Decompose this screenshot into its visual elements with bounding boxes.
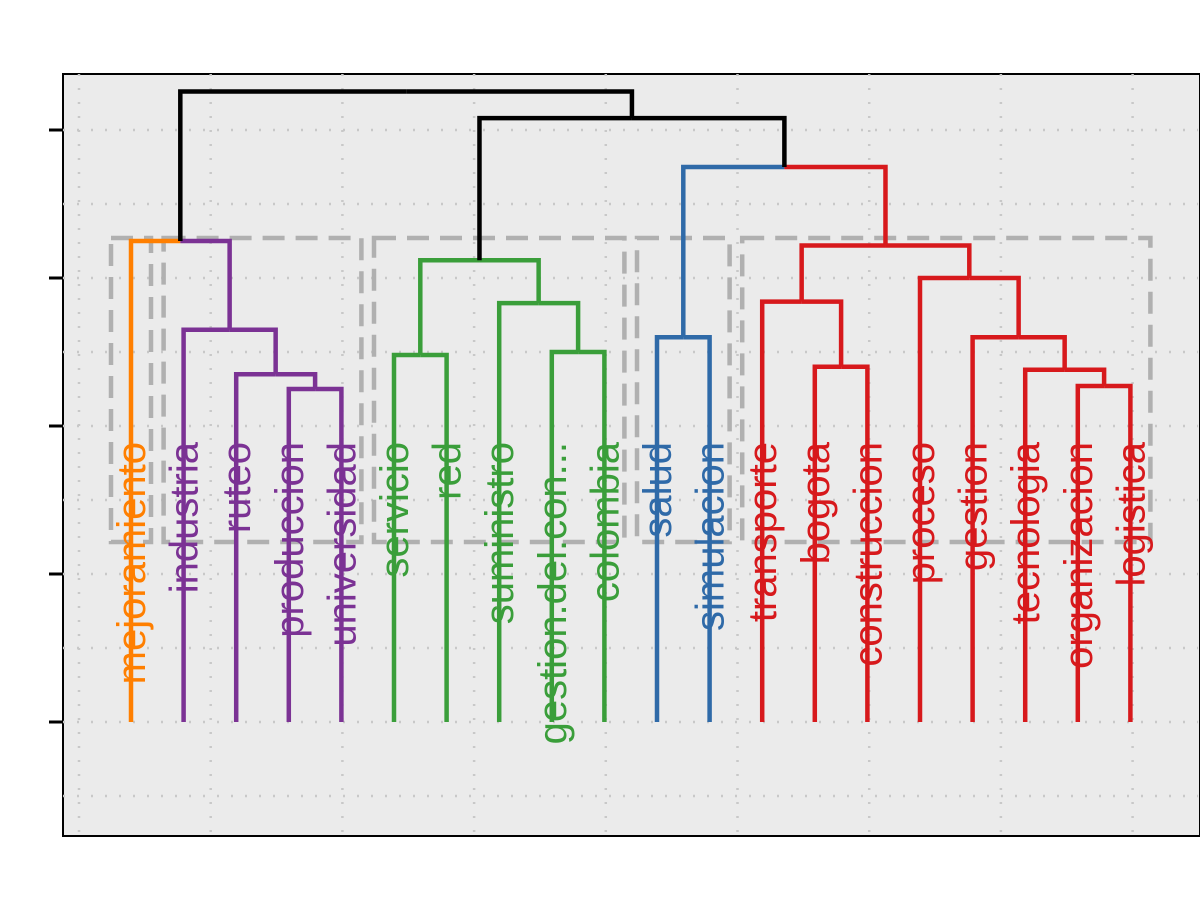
- cluster-rect: [739, 235, 1153, 545]
- leaf-label: organizacion: [1057, 442, 1101, 669]
- leaf-label: colombia: [583, 441, 627, 602]
- branch: [1075, 383, 1105, 722]
- branch: [759, 299, 802, 722]
- leaf-labels: mejoramiento industria ruteo produccion univ…: [110, 441, 1153, 744]
- leaf-label: servicio: [373, 442, 417, 578]
- leaf-label: suministro: [478, 442, 522, 624]
- leaf-label: simulacion: [689, 442, 733, 631]
- y-axis: [49, 128, 63, 724]
- branch: [841, 364, 870, 722]
- branch: [683, 334, 712, 722]
- branch: [969, 275, 1021, 338]
- leaf-label: logistica: [1109, 441, 1153, 586]
- branch: [1104, 383, 1133, 722]
- branch: [885, 243, 972, 278]
- branch: [275, 371, 318, 389]
- branch: [178, 89, 407, 241]
- branch: [233, 371, 276, 722]
- branch: [578, 349, 607, 722]
- plot-panel: [62, 73, 1200, 837]
- branch: [286, 386, 316, 722]
- branch: [812, 364, 842, 722]
- cluster-rect: [161, 235, 364, 545]
- branch: [654, 334, 684, 722]
- branch: [549, 349, 579, 722]
- leaf-label: proceso: [899, 442, 943, 584]
- branch: [801, 299, 844, 367]
- branch: [917, 275, 970, 722]
- leaf-label: red: [426, 442, 470, 500]
- branch: [479, 257, 541, 304]
- branch: [631, 115, 787, 167]
- branch: [1064, 367, 1107, 387]
- branch: [496, 300, 539, 722]
- branch: [970, 334, 1019, 722]
- leaf-label: industria: [163, 441, 207, 593]
- leaf-label: universidad: [320, 442, 364, 647]
- leaf-label: salud: [636, 442, 680, 538]
- branch: [799, 243, 886, 302]
- branch: [1022, 367, 1065, 722]
- grid-lines: [63, 74, 1198, 836]
- branch: [538, 300, 581, 352]
- branch: [784, 164, 888, 246]
- branch: [180, 238, 232, 330]
- branch: [477, 115, 632, 261]
- branch: [181, 327, 230, 722]
- leaf-label: gestion: [952, 442, 996, 571]
- leaf-label: mejoramiento: [110, 442, 154, 684]
- branch: [420, 352, 449, 722]
- leaf-label: bogota: [794, 441, 838, 564]
- leaf-label: tecnologia: [1004, 441, 1048, 624]
- leaf-label: gestion.del.con...: [531, 442, 575, 744]
- branch: [315, 386, 344, 722]
- branch: [229, 327, 278, 375]
- leaf-label: construccion: [846, 442, 890, 667]
- branch: [391, 352, 421, 722]
- leaf-label: ruteo: [215, 442, 259, 533]
- branch: [418, 257, 480, 355]
- branch: [681, 164, 785, 338]
- branch: [128, 238, 181, 722]
- branch: [1018, 334, 1067, 370]
- leaf-label: produccion: [268, 442, 312, 638]
- dendrogram-branches: [128, 89, 1133, 722]
- leaf-label: transporte: [741, 442, 785, 622]
- branch: [406, 89, 635, 119]
